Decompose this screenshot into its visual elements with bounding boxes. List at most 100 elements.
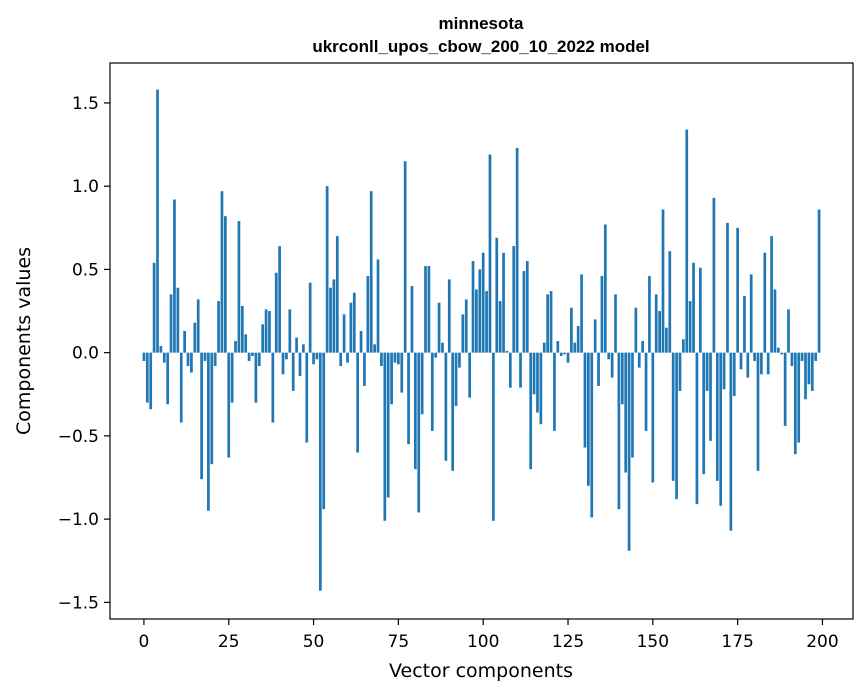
bar [790, 352, 794, 366]
bar [522, 271, 526, 353]
bar [546, 294, 550, 353]
bar [454, 352, 458, 406]
bar [227, 352, 231, 458]
bar [770, 236, 773, 353]
bar [773, 289, 777, 353]
bar [525, 261, 529, 353]
bar [400, 352, 404, 393]
bar [593, 319, 597, 353]
bar [763, 252, 767, 353]
bar [176, 287, 180, 353]
bar [749, 274, 753, 353]
bar [583, 352, 587, 448]
bar [654, 294, 658, 353]
y-axis-label: Components values [13, 247, 35, 435]
bar [505, 350, 509, 353]
bar [743, 296, 746, 353]
bar [305, 352, 309, 443]
bar [298, 352, 302, 376]
x-tick-label: 125 [552, 632, 584, 652]
bar [519, 352, 522, 388]
bar [196, 299, 200, 353]
x-axis: 0 25 50 75 100 125 150 175 200 [139, 619, 839, 652]
bar [631, 352, 634, 458]
bar [787, 309, 790, 353]
bar [156, 89, 159, 353]
bar [318, 352, 322, 591]
bar [698, 267, 702, 353]
bar [359, 331, 363, 353]
bar [169, 294, 173, 353]
chart-subtitle: ukrconll_upos_cbow_200_10_2022 model [312, 37, 649, 56]
bar [363, 352, 366, 386]
bar [278, 246, 281, 353]
bar [553, 352, 556, 431]
y-tick-label: −0.5 [58, 427, 99, 447]
bar [726, 222, 729, 353]
bar [346, 352, 349, 363]
bar [210, 352, 214, 465]
bar [335, 236, 339, 353]
y-tick-label: −1.0 [58, 510, 99, 530]
y-tick-label: 1.0 [72, 177, 99, 197]
bar [434, 352, 438, 358]
bar [804, 352, 807, 400]
bar [732, 352, 736, 396]
bar [539, 352, 543, 425]
bar [376, 259, 380, 353]
bar [471, 261, 475, 353]
plot-frame [109, 62, 854, 620]
bar [756, 352, 760, 471]
bar [288, 309, 292, 353]
bar [220, 191, 224, 353]
bar [342, 314, 346, 353]
bar [223, 216, 227, 353]
bar [715, 352, 719, 481]
bar [603, 224, 607, 353]
bar [417, 352, 421, 513]
bar [570, 307, 573, 353]
bar [658, 311, 661, 353]
bar [312, 352, 315, 365]
bar [783, 352, 787, 426]
bar [383, 352, 387, 521]
bar [261, 324, 265, 353]
bar [508, 352, 512, 388]
bar [793, 352, 797, 455]
bar-series [142, 89, 821, 591]
bar [468, 352, 471, 398]
bar [159, 345, 163, 353]
bar [563, 352, 566, 355]
bar [542, 342, 546, 353]
bar [424, 266, 427, 353]
bar [200, 352, 203, 480]
bar [671, 352, 675, 481]
x-tick-label: 200 [806, 632, 838, 652]
bar [179, 352, 183, 423]
bar [166, 352, 170, 405]
bar [413, 352, 417, 470]
bar [349, 302, 353, 353]
bar [810, 352, 814, 391]
bar [648, 276, 651, 353]
x-tick-label: 25 [218, 632, 240, 652]
bar [234, 341, 237, 353]
bar [512, 246, 516, 353]
bar [145, 352, 149, 403]
bar [780, 352, 784, 355]
bar [610, 352, 614, 378]
bar [403, 161, 407, 353]
bar [556, 341, 560, 353]
bar [576, 326, 580, 353]
bar [709, 352, 712, 441]
bar [620, 352, 624, 405]
bar [797, 352, 801, 443]
x-tick-label: 150 [637, 632, 669, 652]
bar [702, 352, 706, 475]
bar [688, 301, 692, 353]
bar [386, 352, 390, 498]
bar [685, 129, 689, 353]
bar [257, 352, 261, 366]
bar [329, 287, 332, 353]
